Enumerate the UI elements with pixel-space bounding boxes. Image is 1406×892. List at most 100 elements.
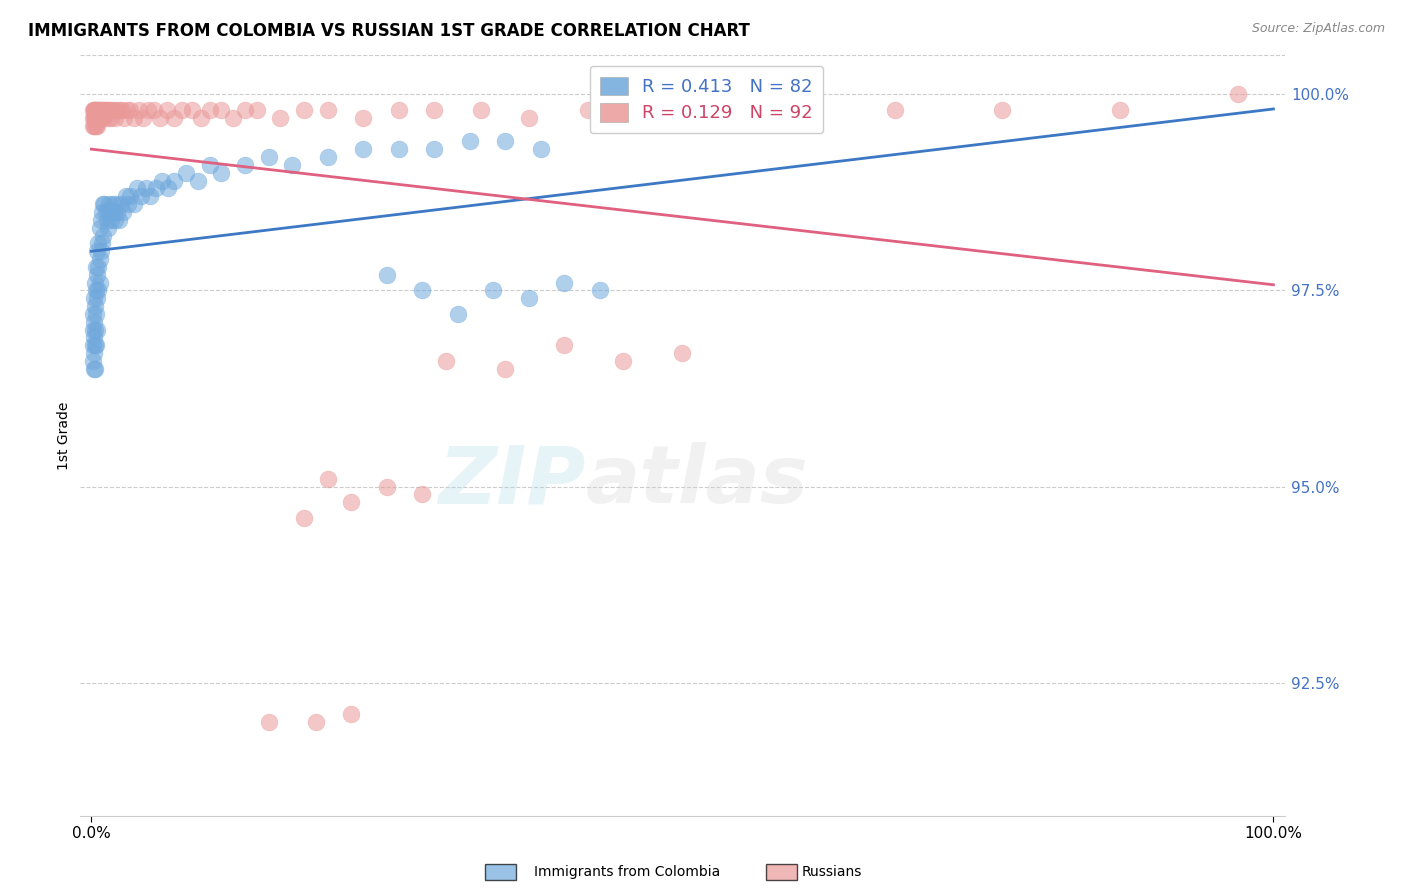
Point	[82, 323, 104, 337]
Point	[423, 142, 446, 156]
Text: IMMIGRANTS FROM COLOMBIA VS RUSSIAN 1ST GRADE CORRELATION CHART: IMMIGRANTS FROM COLOMBIA VS RUSSIAN 1ST …	[28, 22, 749, 40]
Point	[83, 330, 105, 344]
Point	[97, 220, 120, 235]
Point	[100, 212, 122, 227]
Point	[91, 205, 114, 219]
Point	[172, 103, 194, 117]
Point	[553, 276, 575, 290]
Point	[83, 103, 105, 117]
Point	[494, 362, 516, 376]
Point	[111, 103, 134, 117]
Point	[517, 291, 540, 305]
Point	[114, 189, 136, 203]
Point	[1226, 87, 1249, 102]
Point	[90, 212, 112, 227]
Point	[98, 103, 121, 117]
Point	[375, 268, 398, 282]
Point	[990, 103, 1012, 117]
Point	[222, 111, 245, 125]
Point	[145, 181, 167, 195]
Point	[174, 166, 197, 180]
Legend: R = 0.413   N = 82, R = 0.129   N = 92: R = 0.413 N = 82, R = 0.129 N = 92	[589, 66, 824, 133]
Point	[281, 158, 304, 172]
Point	[97, 111, 120, 125]
Point	[84, 260, 107, 274]
Point	[104, 111, 127, 125]
Y-axis label: 1st Grade: 1st Grade	[58, 401, 72, 470]
Point	[83, 315, 105, 329]
Point	[84, 111, 107, 125]
Point	[84, 338, 107, 352]
Point	[292, 103, 315, 117]
Point	[246, 103, 269, 117]
Point	[87, 103, 110, 117]
Point	[83, 103, 105, 117]
Point	[122, 111, 145, 125]
Point	[82, 338, 104, 352]
Point	[411, 284, 433, 298]
Point	[127, 181, 149, 195]
Point	[112, 205, 135, 219]
Point	[105, 197, 128, 211]
Point	[789, 103, 811, 117]
Point	[517, 111, 540, 125]
Point	[90, 244, 112, 259]
Point	[84, 119, 107, 133]
Point	[139, 189, 162, 203]
Point	[316, 103, 339, 117]
Point	[86, 244, 108, 259]
Point	[190, 111, 212, 125]
Point	[434, 354, 457, 368]
Text: Source: ZipAtlas.com: Source: ZipAtlas.com	[1251, 22, 1385, 36]
Point	[91, 103, 114, 117]
Point	[91, 228, 114, 243]
Point	[82, 111, 104, 125]
Point	[257, 150, 280, 164]
Point	[209, 166, 232, 180]
Point	[103, 205, 125, 219]
Point	[553, 338, 575, 352]
Point	[115, 103, 138, 117]
Point	[114, 111, 136, 125]
Point	[91, 197, 114, 211]
Point	[292, 511, 315, 525]
Point	[86, 268, 108, 282]
Point	[89, 220, 111, 235]
Point	[423, 103, 446, 117]
Point	[149, 111, 172, 125]
Point	[83, 362, 105, 376]
Point	[86, 323, 108, 337]
Point	[82, 307, 104, 321]
Point	[82, 103, 104, 117]
Point	[83, 111, 105, 125]
Point	[104, 212, 127, 227]
Point	[83, 119, 105, 133]
Point	[107, 212, 129, 227]
Point	[884, 103, 907, 117]
Point	[388, 103, 411, 117]
Point	[187, 173, 209, 187]
Point	[82, 119, 104, 133]
Point	[83, 346, 105, 360]
Point	[94, 103, 117, 117]
Point	[636, 103, 658, 117]
Point	[150, 173, 173, 187]
Point	[87, 260, 110, 274]
Point	[233, 103, 256, 117]
Point	[316, 150, 339, 164]
Point	[83, 362, 105, 376]
Point	[117, 197, 139, 211]
Point	[132, 111, 155, 125]
Point	[89, 103, 111, 117]
Point	[388, 142, 411, 156]
Point	[87, 284, 110, 298]
Point	[1108, 103, 1130, 117]
Point	[707, 103, 730, 117]
Point	[209, 103, 232, 117]
Text: ZIP: ZIP	[439, 442, 586, 520]
Point	[233, 158, 256, 172]
Point	[84, 307, 107, 321]
Point	[447, 307, 470, 321]
Point	[156, 103, 179, 117]
Point	[90, 111, 112, 125]
